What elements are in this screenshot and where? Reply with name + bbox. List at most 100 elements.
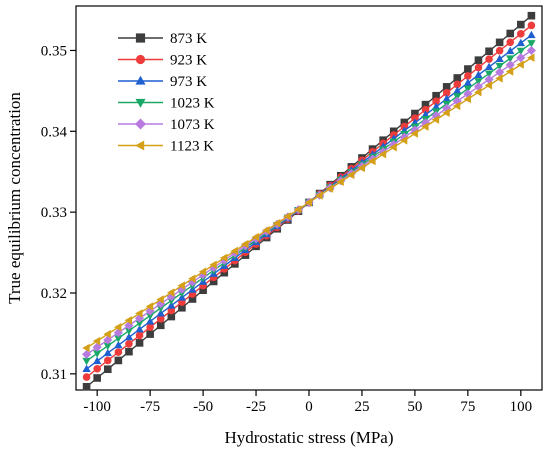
y-tick-label: 0.32 xyxy=(41,286,67,302)
data-point xyxy=(304,198,313,207)
data-point xyxy=(421,105,430,114)
data-point xyxy=(209,260,217,269)
data-point xyxy=(188,274,196,283)
x-tick-label: -25 xyxy=(246,399,266,415)
data-point xyxy=(432,91,440,100)
legend: 873 K 923 K 973 K 1023 K 1073 K 1123 K xyxy=(118,31,215,155)
data-point xyxy=(325,184,334,193)
data-point xyxy=(495,38,504,47)
data-point xyxy=(145,317,155,325)
data-point xyxy=(474,70,483,78)
data-point xyxy=(167,306,176,315)
data-point xyxy=(346,170,355,180)
data-point xyxy=(516,47,525,56)
data-point xyxy=(219,253,228,263)
data-point xyxy=(400,118,409,127)
data-point xyxy=(82,343,90,353)
data-point xyxy=(527,40,536,48)
data-point xyxy=(484,70,494,78)
data-point xyxy=(411,109,419,118)
data-point xyxy=(505,60,515,70)
data-point xyxy=(495,46,504,55)
data-point xyxy=(241,239,249,249)
data-point xyxy=(145,302,154,311)
data-point xyxy=(421,110,430,118)
y-axis-title: True equilibrium concentration xyxy=(5,92,24,304)
data-point xyxy=(167,312,176,321)
data-point xyxy=(92,342,102,352)
data-point xyxy=(114,340,123,349)
data-point xyxy=(103,342,112,351)
data-point xyxy=(527,21,536,30)
data-point xyxy=(124,332,134,341)
series xyxy=(82,53,535,353)
data-point xyxy=(114,335,123,343)
data-point xyxy=(399,136,408,145)
data-point xyxy=(146,323,154,331)
legend-item: 1123 K xyxy=(118,139,214,155)
data-point xyxy=(527,53,535,62)
x-tick-label: 0 xyxy=(305,399,313,415)
x-axis-title: Hydrostatic stress (MPa) xyxy=(224,428,393,447)
y-tick-label: 0.31 xyxy=(41,367,67,383)
data-point xyxy=(135,324,144,333)
data-point xyxy=(114,356,123,365)
data-point xyxy=(453,74,462,82)
data-point xyxy=(199,286,207,295)
data-point xyxy=(124,327,134,336)
legend-label: 973 K xyxy=(170,74,207,90)
data-point xyxy=(453,86,462,94)
data-point xyxy=(495,54,504,63)
data-point xyxy=(527,30,536,39)
data-point xyxy=(135,320,144,328)
legend-marker xyxy=(134,118,147,130)
data-point xyxy=(93,350,102,358)
legend-label: 923 K xyxy=(170,53,207,69)
data-point xyxy=(464,65,472,73)
data-point xyxy=(262,225,270,235)
data-point xyxy=(484,62,494,71)
data-point xyxy=(506,46,515,55)
data-point xyxy=(82,364,91,373)
legend-marker xyxy=(135,98,146,108)
data-point xyxy=(464,72,472,80)
x-tick-label: 25 xyxy=(354,399,369,415)
data-point xyxy=(506,55,515,63)
data-point xyxy=(82,382,91,391)
data-point xyxy=(526,45,536,56)
data-point xyxy=(103,365,112,374)
data-point xyxy=(251,232,260,242)
data-point xyxy=(516,60,524,69)
data-point xyxy=(294,205,302,214)
legend-label: 1023 K xyxy=(170,96,215,112)
legend-label: 873 K xyxy=(170,31,207,47)
data-point xyxy=(495,62,504,71)
data-point xyxy=(484,81,493,90)
data-point xyxy=(93,356,102,365)
legend-marker xyxy=(135,140,145,151)
data-point xyxy=(177,281,185,290)
legend-item: 923 K xyxy=(118,53,207,69)
data-point xyxy=(474,88,482,97)
data-point xyxy=(495,67,505,77)
data-point xyxy=(516,53,526,63)
data-point xyxy=(442,94,451,102)
data-point xyxy=(410,129,418,138)
legend-label: 1123 K xyxy=(170,139,214,155)
data-point xyxy=(506,38,515,47)
legend-label: 1073 K xyxy=(170,117,215,133)
data-point xyxy=(178,303,186,312)
data-point xyxy=(357,163,365,173)
data-point xyxy=(146,330,154,338)
data-point xyxy=(474,63,483,72)
data-point xyxy=(463,94,471,104)
data-point xyxy=(92,336,101,346)
data-point xyxy=(442,89,451,97)
data-point xyxy=(156,315,165,323)
data-point xyxy=(389,143,397,152)
data-point xyxy=(431,102,441,110)
x-tick-label: 50 xyxy=(407,399,422,415)
data-point xyxy=(336,177,344,186)
data-point xyxy=(411,114,419,122)
data-point xyxy=(188,295,197,303)
